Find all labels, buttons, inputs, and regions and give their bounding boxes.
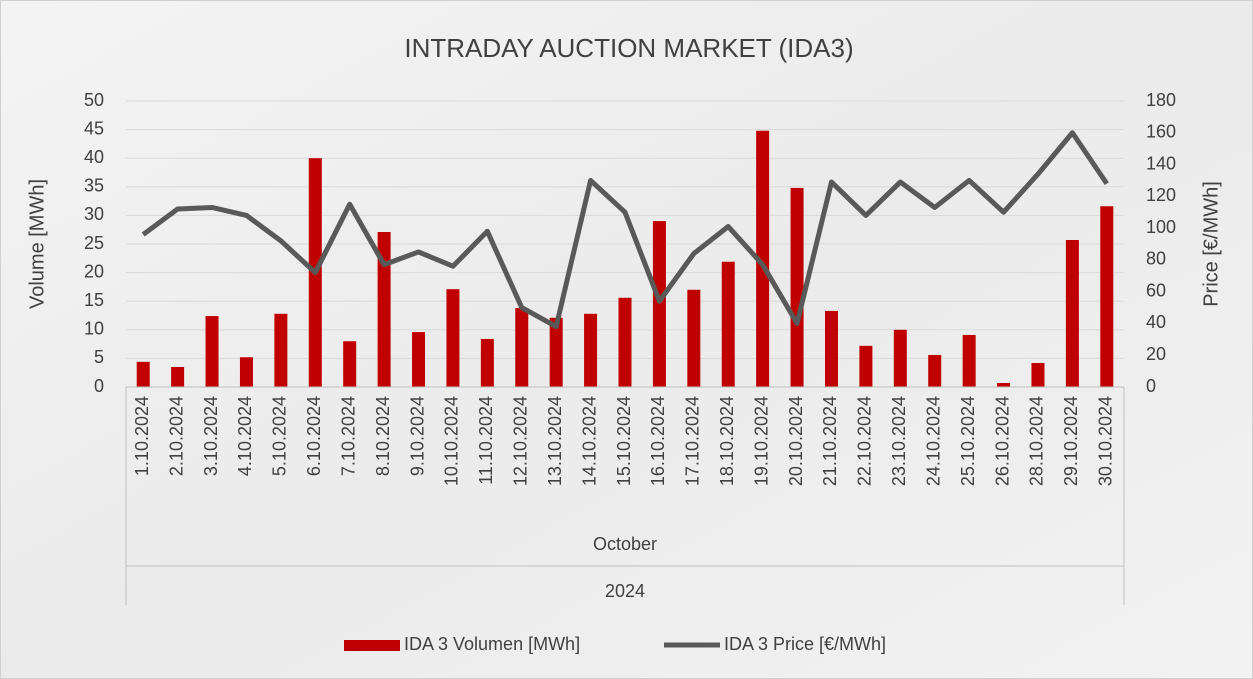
y-tick-label: 15 <box>84 290 104 310</box>
y2-tick-label: 100 <box>1146 217 1176 237</box>
x-tick-label: 22.10.2024 <box>855 396 875 486</box>
x-tick-label: 19.10.2024 <box>751 396 771 486</box>
x-tick-label: 11.10.2024 <box>476 396 496 485</box>
x-group-label: October <box>593 534 657 554</box>
bar <box>687 290 700 387</box>
bar <box>206 316 219 387</box>
bar <box>515 308 528 387</box>
x-tick-label: 23.10.2024 <box>889 396 909 486</box>
y-axis-title: Volume [MWh] <box>26 179 48 309</box>
bar <box>584 314 597 387</box>
bar <box>928 355 941 387</box>
x-tick-label: 29.10.2024 <box>1061 396 1081 486</box>
chart-title: INTRADAY AUCTION MARKET (IDA3) <box>404 33 853 63</box>
y-tick-label: 25 <box>84 233 104 253</box>
y2-tick-label: 160 <box>1146 122 1176 142</box>
x-tick-label: 8.10.2024 <box>373 396 393 476</box>
x-tick-label: 21.10.2024 <box>820 396 840 486</box>
legend-label: IDA 3 Volumen [MWh] <box>404 634 580 654</box>
y-tick-label: 30 <box>84 204 104 224</box>
bar <box>171 367 184 387</box>
bar <box>481 339 494 387</box>
x-tick-label: 26.10.2024 <box>992 396 1012 486</box>
y2-tick-label: 140 <box>1146 153 1176 173</box>
bar <box>963 335 976 387</box>
x-tick-label: 14.10.2024 <box>579 396 599 486</box>
y-tick-label: 35 <box>84 176 104 196</box>
bar <box>1031 363 1044 387</box>
x-tick-label: 5.10.2024 <box>270 396 290 476</box>
legend-swatch <box>344 640 400 651</box>
x-tick-label: 13.10.2024 <box>545 396 565 486</box>
y2-tick-label: 40 <box>1146 312 1166 332</box>
x-tick-label: 7.10.2024 <box>338 396 358 476</box>
chart: INTRADAY AUCTION MARKET (IDA3) Volume [M… <box>0 0 1253 679</box>
bar <box>446 289 459 387</box>
y2-tick-label: 80 <box>1146 249 1166 269</box>
bar <box>343 341 356 387</box>
bar <box>722 262 735 387</box>
legend-label: IDA 3 Price [€/MWh] <box>724 634 886 654</box>
bar <box>274 314 287 387</box>
bar <box>1100 206 1113 387</box>
bar <box>240 357 253 387</box>
y-tick-label: 10 <box>84 319 104 339</box>
x-tick-label: 10.10.2024 <box>442 396 462 486</box>
y-tick-label: 20 <box>84 261 104 281</box>
y-tick-label: 0 <box>94 376 104 396</box>
bar <box>997 383 1010 387</box>
x-tick-label: 9.10.2024 <box>407 396 427 476</box>
y2-tick-label: 180 <box>1146 90 1176 110</box>
bar <box>1066 240 1079 387</box>
y-tick-label: 45 <box>84 118 104 138</box>
y2-tick-label: 20 <box>1146 344 1166 364</box>
bar <box>412 332 425 387</box>
y-tick-label: 50 <box>84 90 104 110</box>
y-tick-label: 40 <box>84 147 104 167</box>
x-tick-label: 30.10.2024 <box>1096 396 1116 486</box>
x-tick-label: 16.10.2024 <box>648 396 668 486</box>
x-supergroup-label: 2024 <box>605 581 645 601</box>
y2-tick-label: 60 <box>1146 280 1166 300</box>
x-tick-label: 1.10.2024 <box>132 396 152 476</box>
bar <box>791 188 804 387</box>
y-tick-label: 5 <box>94 347 104 367</box>
x-tick-label: 3.10.2024 <box>201 396 221 476</box>
bar <box>859 346 872 387</box>
x-tick-label: 17.10.2024 <box>683 396 703 486</box>
bar <box>619 298 632 387</box>
x-tick-label: 25.10.2024 <box>958 396 978 486</box>
x-tick-label: 28.10.2024 <box>1027 396 1047 486</box>
x-tick-label: 2.10.2024 <box>166 396 186 476</box>
x-tick-label: 12.10.2024 <box>511 396 531 486</box>
x-tick-label: 4.10.2024 <box>235 396 255 476</box>
y2-tick-label: 120 <box>1146 185 1176 205</box>
x-tick-label: 6.10.2024 <box>304 396 324 476</box>
bar <box>137 362 150 387</box>
y2-tick-label: 0 <box>1146 376 1156 396</box>
x-tick-label: 24.10.2024 <box>923 396 943 486</box>
bar <box>894 330 907 387</box>
bar <box>825 311 838 387</box>
x-tick-label: 15.10.2024 <box>614 396 634 486</box>
x-tick-label: 20.10.2024 <box>786 396 806 486</box>
y2-axis-title: Price [€/MWh] <box>1200 181 1222 307</box>
x-tick-label: 18.10.2024 <box>717 396 737 486</box>
bar <box>653 221 666 387</box>
